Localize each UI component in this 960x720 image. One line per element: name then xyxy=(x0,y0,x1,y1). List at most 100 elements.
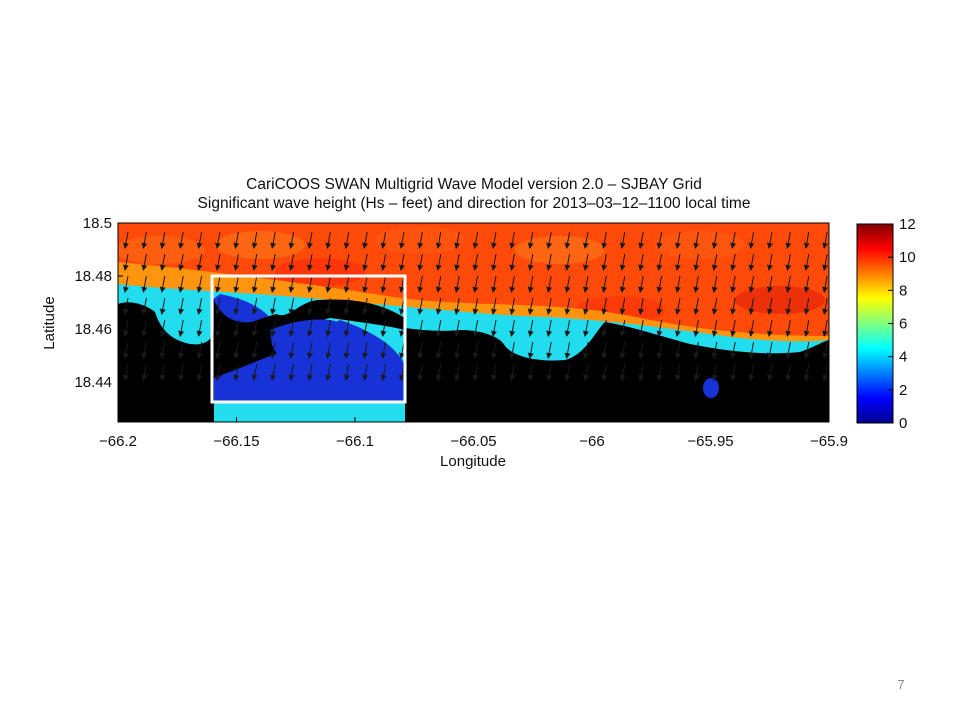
direction-arrow xyxy=(674,253,681,271)
direction-arrow xyxy=(159,275,166,293)
direction-arrow xyxy=(380,231,387,249)
direction-arrow xyxy=(435,297,442,315)
y-axis-ticks: 18.5 18.48 18.46 18.44 xyxy=(74,215,123,391)
direction-arrow xyxy=(270,253,277,271)
direction-arrow xyxy=(766,253,773,271)
direction-arrow xyxy=(766,363,773,381)
direction-arrow xyxy=(546,231,553,249)
direction-arrow xyxy=(251,341,258,359)
direction-arrow xyxy=(822,341,829,359)
direction-arrow xyxy=(472,319,479,337)
direction-arrow xyxy=(472,253,479,271)
direction-arrow xyxy=(178,363,185,381)
direction-arrow xyxy=(711,231,718,249)
direction-arrow xyxy=(656,275,663,293)
direction-arrow xyxy=(417,253,424,271)
direction-arrow xyxy=(490,319,497,337)
direction-arrow xyxy=(196,341,203,359)
y-tick-label: 18.5 xyxy=(83,215,112,232)
direction-arrow xyxy=(822,253,829,271)
direction-arrow xyxy=(343,363,350,381)
direction-arrow xyxy=(325,297,332,315)
x-tick-label: −66.05 xyxy=(450,433,496,450)
direction-arrow xyxy=(656,319,663,337)
direction-arrow xyxy=(417,319,424,337)
direction-arrow xyxy=(619,253,626,271)
direction-arrow xyxy=(711,253,718,271)
direction-arrow xyxy=(564,253,571,271)
x-tick-label: −66 xyxy=(579,433,604,450)
direction-arrow xyxy=(748,253,755,271)
x-tick-label: −66.15 xyxy=(213,433,259,450)
direction-arrow xyxy=(343,231,350,249)
direction-arrow xyxy=(270,341,277,359)
direction-arrow xyxy=(233,297,240,315)
direction-arrow xyxy=(601,319,608,337)
direction-arrow xyxy=(454,363,461,381)
direction-arrow xyxy=(674,275,681,293)
direction-arrow xyxy=(619,363,626,381)
direction-arrow xyxy=(564,341,571,359)
direction-arrow xyxy=(214,275,221,293)
direction-arrow xyxy=(619,341,626,359)
shading-blob xyxy=(655,231,745,259)
direction-arrow xyxy=(251,363,258,381)
direction-arrow xyxy=(435,275,442,293)
direction-arrow xyxy=(214,231,221,249)
direction-arrow xyxy=(748,341,755,359)
colorbar-tick-label: 12 xyxy=(899,216,916,233)
direction-arrow xyxy=(693,319,700,337)
direction-arrow xyxy=(159,319,166,337)
direction-arrow xyxy=(325,275,332,293)
direction-arrow xyxy=(362,319,369,337)
direction-arrow xyxy=(306,253,313,271)
direction-arrow xyxy=(546,253,553,271)
direction-arrow xyxy=(674,341,681,359)
island-1 xyxy=(703,378,719,398)
x-tick-label: −66.2 xyxy=(99,433,137,450)
direction-arrow xyxy=(196,297,203,315)
direction-arrow xyxy=(122,275,129,293)
direction-arrow xyxy=(638,363,645,381)
direction-arrow xyxy=(380,341,387,359)
direction-arrow xyxy=(509,253,516,271)
direction-arrow xyxy=(490,231,497,249)
direction-arrow xyxy=(546,275,553,293)
direction-arrow xyxy=(214,319,221,337)
direction-arrow xyxy=(730,253,737,271)
direction-arrow xyxy=(674,319,681,337)
direction-arrow xyxy=(343,341,350,359)
direction-arrow xyxy=(178,319,185,337)
direction-arrow xyxy=(159,297,166,315)
direction-arrow xyxy=(178,253,185,271)
plot-area xyxy=(118,223,829,422)
wave-direction-arrows xyxy=(122,231,829,381)
direction-arrow xyxy=(233,253,240,271)
colorbar xyxy=(856,223,894,424)
direction-arrow xyxy=(141,297,148,315)
direction-arrow xyxy=(730,319,737,337)
direction-arrow xyxy=(435,253,442,271)
x-tick-label: −66.1 xyxy=(336,433,374,450)
direction-arrow xyxy=(490,341,497,359)
direction-arrow xyxy=(214,341,221,359)
direction-arrow xyxy=(601,297,608,315)
direction-arrow xyxy=(288,319,295,337)
direction-arrow xyxy=(141,253,148,271)
direction-arrow xyxy=(766,341,773,359)
direction-arrow xyxy=(306,297,313,315)
direction-arrow xyxy=(270,297,277,315)
direction-arrow xyxy=(270,319,277,337)
direction-arrow xyxy=(674,363,681,381)
direction-arrow xyxy=(141,341,148,359)
direction-arrow xyxy=(343,275,350,293)
direction-arrow xyxy=(638,341,645,359)
direction-arrow xyxy=(196,231,203,249)
direction-arrow xyxy=(362,253,369,271)
direction-arrow xyxy=(564,297,571,315)
direction-arrow xyxy=(638,319,645,337)
direction-arrow xyxy=(178,297,185,315)
direction-arrow xyxy=(509,341,516,359)
direction-arrow xyxy=(601,341,608,359)
direction-arrow xyxy=(178,231,185,249)
